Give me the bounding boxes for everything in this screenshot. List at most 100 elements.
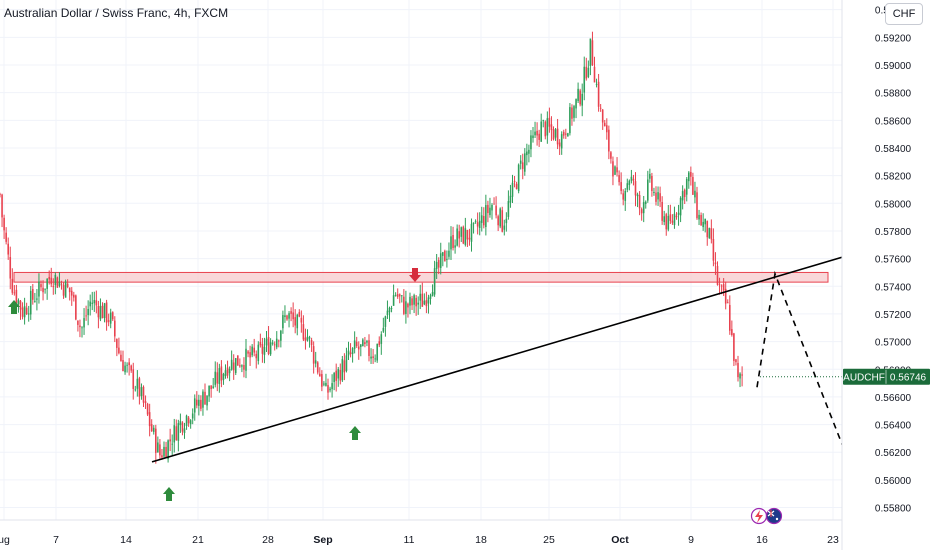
- australia-flag-icon[interactable]: [765, 507, 783, 525]
- candle-body: [302, 324, 305, 340]
- candle-body: [34, 301, 36, 302]
- candle-body: [548, 117, 551, 127]
- candle-body: [75, 295, 77, 320]
- y-tick-label: 0.56600: [875, 393, 912, 404]
- candle-body: [68, 287, 71, 293]
- candle-body: [114, 320, 116, 337]
- candle-body: [255, 353, 258, 359]
- candle-body: [474, 220, 477, 222]
- candle-body: [13, 292, 16, 294]
- candle-body: [347, 350, 350, 356]
- candle-body: [226, 367, 229, 376]
- candle-body: [534, 131, 536, 136]
- candle-body: [649, 173, 651, 179]
- candle-body: [423, 300, 426, 305]
- candle-body: [329, 388, 331, 391]
- candle-body: [44, 288, 46, 290]
- candle-body: [712, 238, 715, 261]
- candle-body: [700, 215, 702, 226]
- candle-body: [651, 175, 653, 191]
- candle-body: [273, 344, 276, 346]
- candle-body: [454, 245, 456, 248]
- candle-body: [722, 284, 725, 291]
- candle-body: [540, 121, 542, 142]
- candle-body: [659, 193, 661, 202]
- candle-body: [48, 276, 50, 280]
- candle-body: [569, 107, 571, 134]
- candle-body: [11, 278, 14, 293]
- candle-body: [626, 183, 629, 190]
- candle-body: [243, 364, 245, 370]
- candle-body: [466, 229, 469, 240]
- candle-body: [300, 317, 303, 323]
- currency-button[interactable]: CHF: [885, 3, 923, 25]
- candle-body: [251, 346, 253, 356]
- candle-body: [224, 370, 227, 377]
- candle-body: [196, 399, 198, 406]
- candle-body: [118, 347, 120, 354]
- candle-body: [325, 382, 327, 386]
- candle-body: [583, 66, 586, 93]
- candle-body: [312, 346, 315, 364]
- candle-body: [478, 220, 481, 229]
- candle-body: [720, 285, 723, 287]
- candle-body: [612, 161, 614, 177]
- candle-body: [208, 385, 210, 397]
- candle-body: [81, 327, 83, 329]
- candle-body: [483, 215, 485, 226]
- candle-body: [1, 194, 3, 218]
- candle-body: [150, 424, 153, 432]
- candle-body: [739, 373, 741, 379]
- candle-body: [480, 215, 483, 223]
- candle-body: [237, 355, 239, 366]
- candle-body: [597, 81, 600, 107]
- candle-body: [655, 192, 657, 202]
- candle-body: [501, 210, 504, 232]
- candle-body: [544, 121, 547, 137]
- candle-body: [390, 308, 393, 309]
- candle-body: [476, 222, 479, 227]
- candle-body: [261, 344, 264, 354]
- candle-body: [446, 258, 448, 260]
- candle-body: [77, 320, 79, 325]
- candle-body: [524, 153, 526, 172]
- candle-body: [532, 135, 534, 139]
- candle-body: [521, 162, 524, 169]
- lightning-icon[interactable]: [750, 507, 768, 525]
- candle-body: [513, 181, 516, 183]
- candle-body: [95, 300, 98, 306]
- candle-body: [472, 222, 475, 225]
- candle-body: [321, 374, 323, 387]
- candle-body: [411, 298, 413, 306]
- candle-body: [464, 228, 467, 245]
- candle-body: [206, 395, 208, 406]
- candle-body: [3, 217, 5, 231]
- candle-body: [661, 201, 663, 221]
- candle-body: [509, 195, 512, 203]
- candle-body: [185, 415, 188, 426]
- candle-body: [56, 277, 59, 288]
- candle-body: [360, 344, 362, 348]
- candle-body: [546, 118, 549, 136]
- candle-body: [152, 427, 155, 432]
- candle-body: [189, 420, 192, 425]
- y-tick-label: 0.57600: [875, 255, 912, 266]
- candle-body: [493, 203, 495, 205]
- candle-body: [210, 385, 212, 390]
- candle-body: [319, 373, 321, 377]
- candle-body: [505, 218, 508, 224]
- candle-body: [499, 208, 501, 227]
- y-tick-label: 0.58000: [875, 199, 912, 210]
- candle-body: [85, 315, 87, 317]
- candle-body: [401, 295, 403, 297]
- y-tick-label: 0.59000: [875, 61, 912, 72]
- candle-body: [405, 301, 407, 314]
- candle-body: [269, 342, 272, 355]
- candle-body: [450, 236, 452, 250]
- candle-body: [148, 412, 151, 427]
- candle-body: [58, 281, 61, 286]
- candle-body: [458, 231, 460, 239]
- candle-body: [708, 228, 711, 239]
